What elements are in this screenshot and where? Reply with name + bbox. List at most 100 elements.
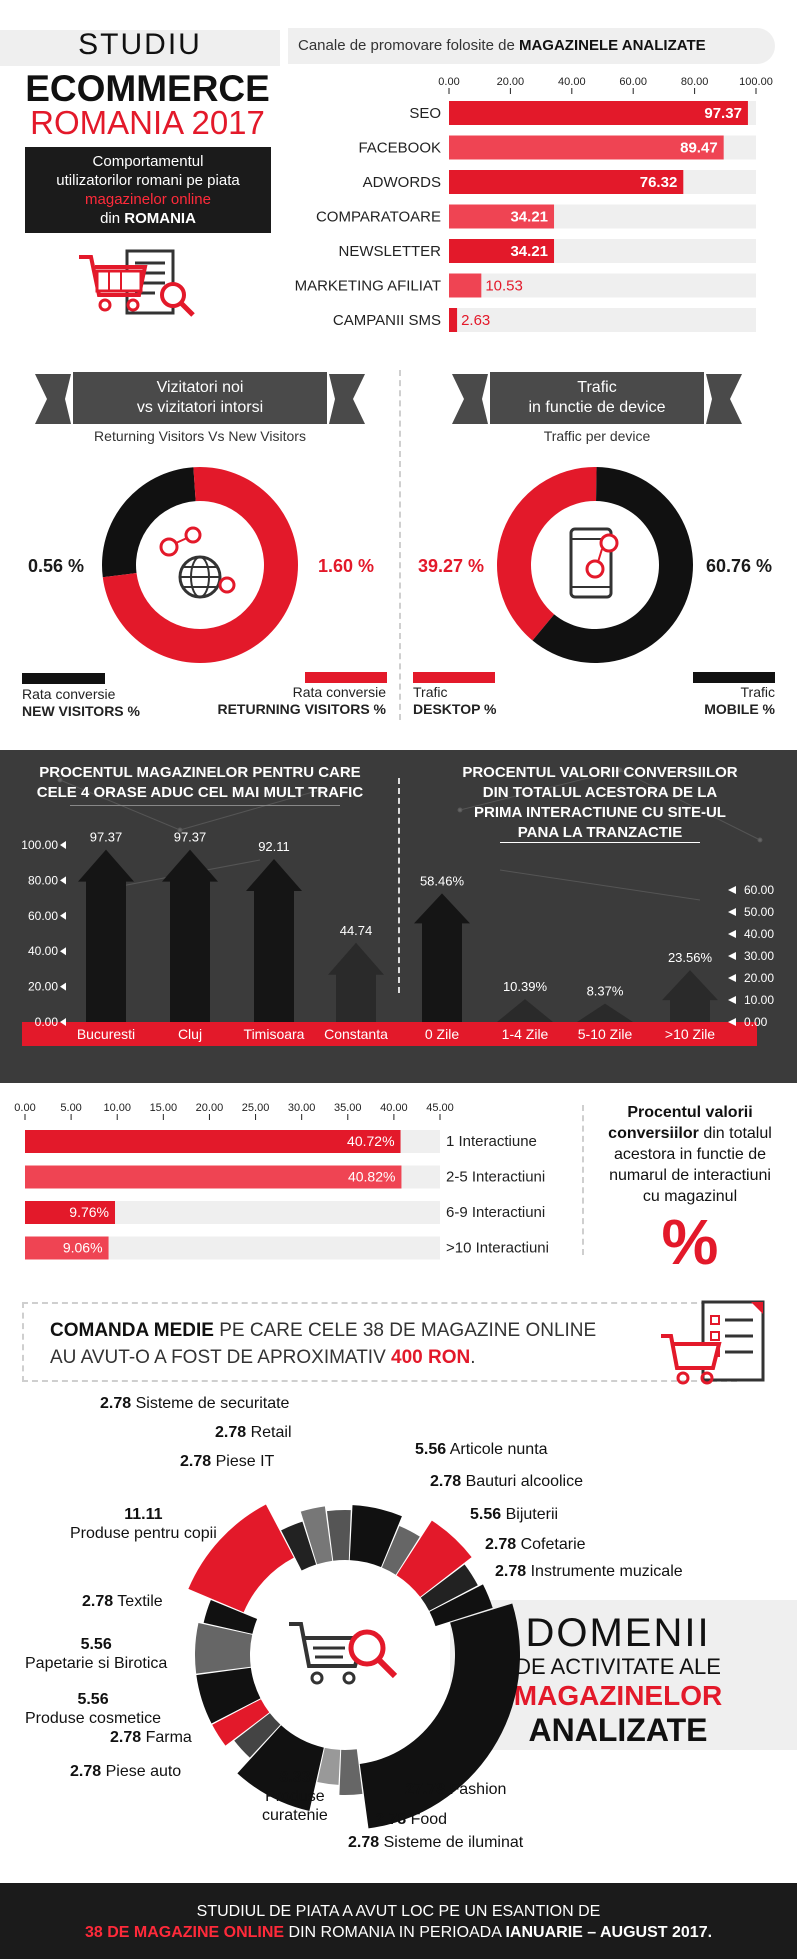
legend-bold: RETURNING VISITORS % [217, 701, 386, 717]
fi-title-3: PRIMA INTERACTIUNE CU SITE-UL [474, 804, 726, 821]
device-right-value: 60.76 % [706, 556, 773, 576]
value-label: 9.76% [69, 1204, 109, 1220]
domain-label: 5.56 Bijuterii [470, 1505, 558, 1524]
donut-slice [381, 1526, 420, 1575]
domain-name: Retail [250, 1424, 292, 1441]
device-subtitle: Traffic per device [543, 428, 651, 444]
category-label: 0 Zile [425, 1026, 459, 1042]
device-banner-bg [452, 374, 742, 424]
donut-slice [196, 1667, 261, 1724]
tick-label: 60.00 [744, 883, 774, 897]
value-label: 44.74 [340, 923, 373, 938]
cities-title: PROCENTUL MAGAZINELOR PENTRU CARE CELE 4… [20, 763, 380, 803]
tick-label: 40.00 [558, 76, 586, 88]
order-line-1: COMANDA MEDIE PE CARE CELE 38 DE MAGAZIN… [50, 1317, 596, 1344]
device-left-value: 39.27 % [418, 556, 485, 576]
bar [162, 849, 218, 1022]
intro-pre: din [100, 210, 125, 227]
category-label: CAMPANII SMS [333, 312, 441, 329]
value-label: 9.06% [63, 1240, 103, 1256]
globe-icon [178, 555, 236, 599]
side-text: numarul de interactiuni [609, 1167, 771, 1184]
first-interaction-title: PROCENTUL VALORII CONVERSIILOR DIN TOTAL… [420, 763, 780, 843]
cities-title-2: CELE 4 ORASE ADUC CEL MAI MULT TRAFIC [36, 784, 364, 801]
bar [449, 273, 482, 298]
domain-name: Instrumente muzicale [530, 1563, 683, 1580]
bar-track [25, 1236, 440, 1260]
domain-value: 8.33 [279, 1769, 311, 1786]
fi-title-1: PROCENTUL VALORII CONVERSIILOR [462, 764, 738, 781]
donut-slice [102, 467, 196, 578]
legend-line: Rata conversie [22, 686, 116, 702]
bar [449, 308, 458, 332]
domain-label: 5.56 Articole nunta [415, 1440, 548, 1459]
legend-line: Trafic [413, 684, 448, 700]
bar [497, 999, 553, 1022]
promo-channels-svg: 0.00 20.00 40.00 60.00 80.00 100.00 SEO 97.37 FA… [295, 76, 773, 332]
domain-value: 2.78 [180, 1453, 212, 1470]
tick-label: 5.00 [60, 1102, 81, 1114]
domain-name: Piese auto [105, 1763, 182, 1780]
order-text-2: AU AVUT-O A FOST DE APROXIMATIV [50, 1347, 392, 1368]
legend-new-visitors-swatch [22, 673, 105, 684]
donut-slice [317, 1747, 341, 1785]
title-ecommerce: ECOMMERCE [25, 68, 270, 109]
bar [246, 858, 302, 1022]
bar [25, 1236, 109, 1260]
domain-label: 2.78 Retail [215, 1423, 292, 1442]
domain-value: 2.78 [485, 1536, 517, 1553]
tick-label: 45.00 [426, 1102, 454, 1114]
tick-label: 20.00 [28, 980, 58, 994]
domains-title-1: DOMENII [525, 1611, 711, 1655]
intro-line: Comportamentul [92, 153, 204, 170]
category-label: Bucuresti [77, 1026, 135, 1042]
donut-slice [326, 1510, 351, 1561]
globe-network-icon [159, 526, 236, 599]
cart-icon [79, 255, 148, 312]
value-label: 23.56% [668, 950, 713, 965]
donut-slice [349, 1505, 402, 1568]
category-label: MARKETING AFILIAT [295, 278, 441, 295]
tick-label: 20.00 [497, 76, 525, 88]
domain-value: 2.78 [110, 1729, 142, 1746]
channels-title-bold: MAGAZINELE ANALIZATE [518, 37, 706, 54]
category-label: 1 Interactiune [446, 1133, 537, 1150]
visitors-title-1: Vizitatori noi [156, 379, 244, 396]
domain-value: 5.56 [80, 1636, 112, 1653]
donut-slice [234, 1713, 281, 1758]
tick-label: 60.00 [619, 76, 647, 88]
domain-value: 2.78 [430, 1473, 462, 1490]
donut-slice [212, 1699, 270, 1746]
tick-label: 80.00 [28, 873, 58, 887]
bar [449, 204, 555, 229]
device-title-2: in functie de device [528, 399, 666, 416]
domains-title-3: MAGAZINELOR [513, 1680, 723, 1711]
visitors-right-value: 1.60 % [318, 556, 375, 576]
domain-value: 2.78 [495, 1563, 527, 1580]
magnifier-icon [160, 282, 195, 317]
donut-slice [237, 1725, 324, 1811]
donut-slice [300, 1506, 333, 1565]
percent-symbol: % [661, 1206, 719, 1278]
donut-slice [359, 1603, 520, 1829]
domain-label: 2.78 Bauturi alcoolice [430, 1472, 583, 1491]
domain-name: Fashion [449, 1781, 507, 1798]
domain-name: Sisteme de iluminat [383, 1834, 524, 1851]
category-strip [22, 1022, 757, 1046]
legend-returning: Rata conversie RETURNING VISITORS % [185, 684, 386, 718]
bar [577, 1003, 633, 1022]
tick-label: 80.00 [681, 76, 709, 88]
intro-line: din ROMANIA [25, 209, 271, 228]
title-romania: ROMANIA 2017 [30, 104, 265, 141]
bar [328, 942, 384, 1022]
domain-label: 2.78 Piese auto [70, 1762, 181, 1781]
interactions-divider [582, 1105, 584, 1255]
section-divider [399, 370, 401, 720]
domain-name: Produse [265, 1788, 325, 1805]
bar [449, 101, 748, 125]
legend-new-visitors: Rata conversie NEW VISITORS % [22, 686, 140, 720]
domain-value: 5.56 [415, 1441, 447, 1458]
domains-donut [188, 1504, 520, 1829]
domain-name: Produse pentru copii [70, 1525, 217, 1542]
tick-label: 100.00 [21, 838, 58, 852]
